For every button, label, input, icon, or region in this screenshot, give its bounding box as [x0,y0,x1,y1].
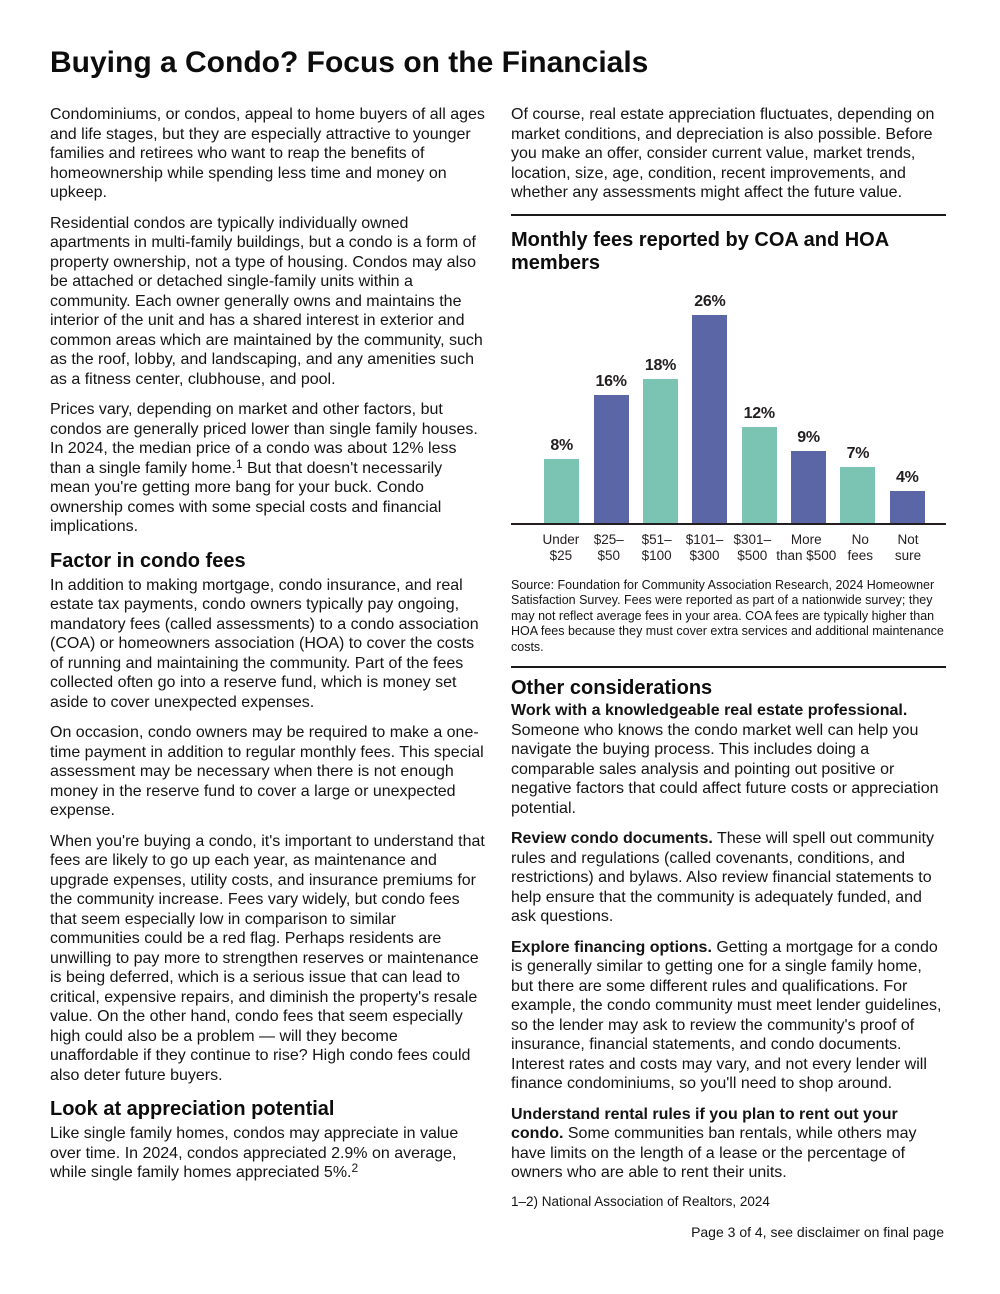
bar-value-label: 16% [595,372,627,390]
bar [593,394,629,523]
bar-column: 9% [784,429,833,523]
paragraph: Prices vary, depending on market and oth… [50,400,485,537]
category-label: Under $25 [542,531,580,564]
section-heading-condo-fees: Factor in condo fees [50,549,246,572]
divider-bottom [511,666,946,668]
chart-source-note: Source: Foundation for Community Associa… [511,577,944,654]
text-run: When you're buying a condo, it's importa… [50,832,485,1084]
paragraph: Residential condos are typically individ… [50,214,485,390]
paragraph: Like single family homes, condos may app… [50,1124,485,1183]
paragraph: Of course, real estate appreciation fluc… [511,105,946,203]
section-heading-appreciation: Look at appreciation potential [50,1098,335,1120]
text-run: Getting a mortgage for a condo is genera… [511,938,942,1093]
bar [544,458,580,523]
left-intro-paragraphs: Condominiums, or condos, appeal to home … [50,105,485,537]
bar-column: 12% [735,405,784,523]
divider-top [511,213,946,216]
paragraph: Review condo documents. These will spell… [511,829,946,927]
bar-value-label: 4% [896,468,919,486]
right-intro-paragraphs: Of course, real estate appreciation fluc… [511,105,946,203]
other-considerations-paragraphs: Work with a knowledgeable real estate pr… [511,701,946,1183]
category-label: More than $500 [776,531,837,564]
text-run: Some communities ban rentals, while othe… [511,1125,917,1181]
bar-value-label: 26% [694,292,726,310]
paragraph: On occasion, condo owners may be require… [50,723,485,821]
document-page: Buying a Condo? Focus on the Financials … [50,46,946,1240]
bold-lead-in: Understand rental rules if you plan to r… [511,1105,898,1143]
page-title: Buying a Condo? Focus on the Financials [50,46,649,79]
text-run: On occasion, condo owners may be require… [50,724,484,819]
bar [791,450,827,523]
category-label: $25– $50 [593,531,624,564]
bar-column: 8% [537,437,586,523]
footnote: 1–2) National Association of Realtors, 2… [511,1193,770,1209]
section-heading-other-considerations: Other considerations [511,677,713,699]
paragraph: Understand rental rules if you plan to r… [511,1105,946,1183]
bar-value-label: 9% [797,428,820,446]
bar-chart-plot-area: 8% 16% 18% 26% 12% 9% 7% 4% [511,287,946,525]
category-label: $101– $300 [685,531,724,564]
bar [642,378,678,523]
bar [840,466,876,523]
paragraph: Condominiums, or condos, appeal to home … [50,105,485,203]
page-footer: Page 3 of 4, see disclaimer on final pag… [691,1223,944,1240]
bar-chart-axis-labels: Under $25 $25– $50 $51– $100 $101– $300 $301– $50… [511,532,946,565]
bar [889,490,925,523]
bar-value-label: 7% [846,444,870,462]
bar-column: 16% [586,373,635,523]
superscript-reference: 2 [351,1161,359,1175]
superscript-reference: 1 [235,456,243,471]
category-label: Not sure [894,531,922,564]
appreciation-paragraphs: Like single family homes, condos may app… [50,1124,485,1183]
category-label: No fees [847,531,873,564]
bar-column: 18% [636,357,685,523]
bold-lead-in: Explore financing options. [511,938,712,956]
two-column-layout: Condominiums, or condos, appeal to home … [50,105,946,1240]
text-run: In addition to making mortgage, condo in… [50,576,479,711]
bar-column: 26% [685,293,734,523]
text-run: Prices vary, depending on market and oth… [50,401,478,477]
bold-lead-in: Work with a knowledgeable real estate pr… [511,702,908,719]
bar-value-label: 12% [743,404,775,422]
left-column: Condominiums, or condos, appeal to home … [50,105,485,1194]
text-run: Of course, real estate appreciation fluc… [511,106,935,201]
bar [692,314,728,523]
bold-lead-in: Review condo documents. [511,830,713,847]
text-run: Condominiums, or condos, appeal to home … [50,106,485,201]
bar-value-label: 8% [550,436,573,454]
category-label: $51– $100 [641,531,672,564]
text-run: Someone who knows the condo market well … [511,721,939,817]
text-run: Like single family homes, condos may app… [50,1125,459,1181]
paragraph: When you're buying a condo, it's importa… [50,832,485,1086]
text-run: These will spell out community rules and… [511,830,934,925]
chart-title: Monthly fees reported by COA and HOA mem… [511,228,889,274]
paragraph: Work with a knowledgeable real estate pr… [511,701,946,818]
right-column: Of course, real estate appreciation fluc… [511,105,946,1240]
bar-chart: 8% 16% 18% 26% 12% 9% 7% 4% Under $25 $25– $50 $51–… [511,287,946,565]
text-run: Residential condos are typically individ… [50,214,483,388]
bar [741,426,777,523]
condo-fees-paragraphs: In addition to making mortgage, condo in… [50,576,485,1086]
paragraph: In addition to making mortgage, condo in… [50,576,485,713]
bar-column: 7% [833,445,882,523]
bar-column: 4% [883,469,932,523]
text-run: But that doesn't necessarily mean you're… [50,459,443,536]
category-label: $301– $500 [733,531,772,564]
paragraph: Explore financing options. Getting a mor… [511,938,946,1094]
bar-value-label: 18% [644,356,676,374]
